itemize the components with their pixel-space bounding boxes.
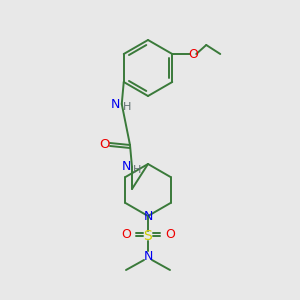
Text: H: H xyxy=(133,165,141,175)
Text: N: N xyxy=(143,211,153,224)
Text: N: N xyxy=(111,98,120,110)
Text: H: H xyxy=(123,102,131,112)
Text: S: S xyxy=(144,229,152,243)
Text: O: O xyxy=(165,229,175,242)
Text: N: N xyxy=(121,160,131,173)
Text: O: O xyxy=(121,229,131,242)
Text: N: N xyxy=(143,250,153,262)
Text: O: O xyxy=(188,47,198,61)
Text: O: O xyxy=(99,137,109,151)
